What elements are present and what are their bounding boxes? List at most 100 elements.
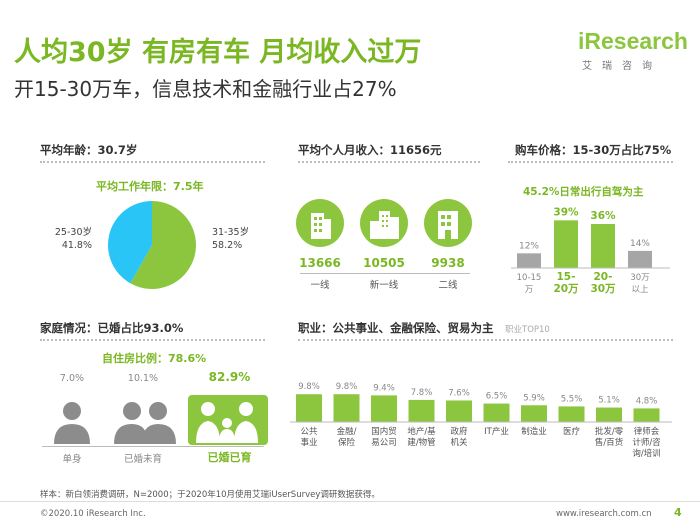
bar-value-label: 36% (590, 210, 616, 222)
bar-category-label: 计师/咨 (632, 437, 661, 448)
group-percent: 7.0% (59, 373, 85, 384)
group-percent: 82.9% (208, 370, 251, 384)
page-number: 4 (674, 506, 682, 519)
bar-value-label: 9.4% (373, 383, 395, 393)
pie-value: 41.8% (62, 240, 92, 251)
bar-category-label: 批发/零 (595, 426, 624, 437)
buildings-icon (360, 199, 408, 247)
bar-category-label: 20万 (553, 283, 579, 295)
bar-category-label: 建/物管 (407, 437, 435, 448)
logo-subtitle: 艾瑞咨询 (582, 61, 662, 72)
bar-value-label: 7.6% (448, 388, 470, 398)
pie-value: 58.2% (212, 240, 242, 251)
bar-value-label: 12% (519, 241, 539, 251)
age-pie-chart: 31-35岁 58.2% 25-30岁 41.8% (55, 201, 249, 289)
bar-category-label: 30万 (630, 273, 649, 283)
copyright: ©2020.10 iResearch Inc. (40, 509, 146, 519)
job-note: 职业TOP10 (505, 325, 550, 335)
bar-category-label: 保险 (338, 437, 356, 448)
single-person-icon (54, 402, 90, 444)
job-heading: 职业：公共事业、金融保险、贸易为主 (298, 321, 494, 335)
bar-value-label: 39% (553, 206, 579, 218)
bar (517, 253, 541, 268)
bar-value-label: 9.8% (336, 382, 358, 392)
group-label: 单身 (62, 454, 82, 465)
car-heading: 购车价格：15-30万占比75% (515, 143, 672, 157)
bar-value-label: 9.8% (298, 382, 320, 392)
bar-category-label: 地产/基 (407, 426, 436, 437)
bar-value-label: 14% (630, 239, 650, 249)
bar-value-label: 6.5% (486, 392, 508, 402)
page-title: 人均30岁 有房有车 月均收入过万 (14, 37, 422, 68)
bar (558, 406, 585, 422)
group-percent: 10.1% (127, 373, 159, 384)
bar-category-label: 易公司 (371, 438, 397, 448)
bar-category-label: 金融/ (337, 426, 357, 437)
divider (298, 161, 480, 163)
city-income-value: 13666 (299, 256, 341, 270)
city-tier-label: 一线 (310, 280, 330, 291)
bar-value-label: 5.9% (523, 393, 545, 403)
bar-category-label: 30万 (590, 283, 616, 295)
bar-category-label: 公共 (300, 427, 318, 437)
bar-category-label: 政府 (450, 426, 468, 437)
bar (554, 220, 578, 268)
bar-category-label: 20- (594, 271, 613, 283)
pie-slice (130, 201, 196, 289)
couple-icon (114, 402, 176, 444)
divider (40, 339, 265, 341)
sample-note: 样本：新白领消费调研，N=2000；于2020年10月使用艾瑞iUserSurv… (40, 490, 380, 500)
bar-category-label: 事业 (300, 437, 317, 448)
pie-slice (108, 201, 152, 284)
bar (333, 394, 360, 422)
bar (591, 224, 615, 268)
bar-value-label: 4.8% (636, 396, 658, 406)
house-icon (424, 199, 472, 247)
bar-category-label: IT产业 (484, 426, 509, 437)
group-label: 已婚未育 (123, 454, 162, 465)
family-icon (188, 395, 268, 445)
bar-value-label: 7.8% (411, 388, 433, 398)
bar (596, 407, 622, 422)
page-subtitle: 开15-30万车，信息技术和金融行业占27% (14, 77, 397, 101)
income-heading: 平均个人月收入：11656元 (298, 143, 442, 157)
logo-brand: iResearch (578, 28, 688, 54)
bar-category-label: 制造业 (521, 426, 547, 437)
bar-category-label: 15- (557, 271, 576, 283)
city-tier-label: 二线 (438, 280, 458, 291)
divider (508, 161, 673, 163)
divider (300, 273, 470, 274)
bar-category-label: 机关 (450, 437, 468, 448)
homeowner-label: 自住房比例：78.6% (102, 352, 207, 365)
pie-label: 25-30岁 (55, 226, 92, 238)
bar-category-label: 万 (525, 285, 534, 295)
city-tier-label: 新一线 (369, 280, 399, 291)
divider (298, 339, 673, 341)
bar-category-label: 国内贸 (371, 426, 397, 437)
logo: iResearch 艾瑞咨询 (578, 28, 688, 72)
bar (628, 250, 652, 268)
bar (371, 395, 397, 422)
work-years-label: 平均工作年限：7.5年 (96, 180, 204, 193)
divider (42, 446, 264, 447)
bar (483, 403, 510, 422)
bar-value-label: 5.1% (598, 396, 620, 406)
bar-category-label: 询/培训 (632, 448, 660, 459)
pie-label: 31-35岁 (212, 226, 249, 238)
city-tier-new-1 (356, 195, 412, 255)
city-income-value: 9938 (431, 256, 465, 270)
bar-category-label: 10-15 (517, 273, 542, 283)
bar (633, 408, 660, 422)
age-heading: 平均年龄：30.7岁 (40, 143, 138, 157)
group-label: 已婚已育 (207, 451, 252, 464)
divider (0, 501, 700, 502)
city-tier-1 (292, 195, 348, 255)
bar-category-label: 以上 (631, 285, 649, 295)
bar (521, 405, 547, 422)
bar (408, 399, 435, 422)
website: www.iresearch.com.cn (556, 509, 652, 519)
self-drive-label: 45.2%日常出行自驾为主 (523, 186, 644, 198)
bar-category-label: 医疗 (563, 426, 581, 437)
